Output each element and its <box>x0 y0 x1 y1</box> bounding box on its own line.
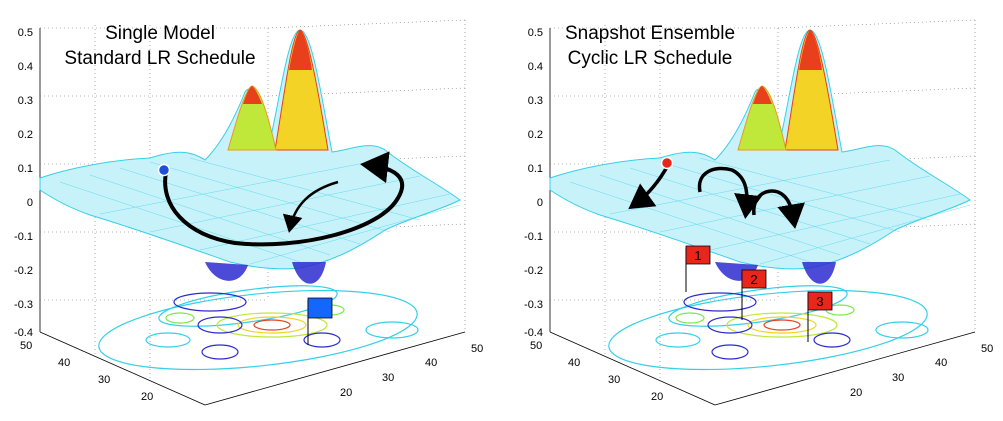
x-tick: 40 <box>568 357 580 369</box>
surface-peak-small-top <box>753 86 772 104</box>
z-tick: -0.3 <box>524 299 543 311</box>
z-tick: -0.4 <box>524 327 543 339</box>
snapshot-flag-1: 1 <box>685 245 711 292</box>
final-model-flag <box>307 297 333 345</box>
z-tick: -0.4 <box>14 327 33 339</box>
z-tick: 0.2 <box>528 129 543 141</box>
panel-snapshot-ensemble: 0.5 0.4 0.3 0.2 0.1 0 -0.1 -0.2 -0.3 -0.… <box>524 19 993 406</box>
snapshot-flag-label: 2 <box>750 272 757 287</box>
z-ticks-left: 0.5 0.4 0.3 0.2 0.1 0 -0.1 -0.2 -0.3 -0.… <box>14 27 33 339</box>
contour-plot-right <box>608 285 929 371</box>
floor-ticks-right: 50 40 30 20 50 40 30 20 <box>530 340 993 403</box>
surface-peak-small <box>227 85 277 151</box>
x-tick: 20 <box>141 391 153 403</box>
z-tick: 0.1 <box>18 163 33 175</box>
start-marker <box>660 156 674 170</box>
x-tick: 50 <box>530 340 542 352</box>
y-tick: 30 <box>892 372 904 384</box>
surface-peak-tall-top <box>289 30 312 70</box>
z-tick: -0.2 <box>14 265 33 277</box>
surface-peak-tall <box>784 29 839 151</box>
snapshot-flag-3: 3 <box>807 291 833 342</box>
panel-title-line2: Standard LR Schedule <box>64 48 255 69</box>
z-tick: -0.1 <box>14 231 33 243</box>
surface-valley-right <box>292 262 326 284</box>
trajectory-hop-2 <box>697 166 762 219</box>
trajectory-descent <box>282 180 339 233</box>
x-tick: 40 <box>58 357 70 369</box>
y-tick: 40 <box>425 357 437 369</box>
trajectory-hop-3 <box>752 189 805 229</box>
y-tick: 50 <box>471 343 483 355</box>
contour-plot-left <box>98 285 419 371</box>
trajectory-standard-lr <box>163 151 405 247</box>
y-tick: 40 <box>935 357 947 369</box>
panel-title-line2: Cyclic LR Schedule <box>568 48 733 69</box>
floor-ticks-left: 50 40 30 20 50 40 30 20 <box>20 340 483 403</box>
y-tick: 50 <box>981 343 993 355</box>
snapshot-flag-2: 2 <box>741 269 767 320</box>
x-tick: 50 <box>20 340 32 352</box>
surface-peak-small-top <box>243 86 262 104</box>
y-tick: 20 <box>340 387 352 399</box>
z-tick: 0.4 <box>18 61 33 73</box>
panel-title-line1: Snapshot Ensemble <box>565 23 735 44</box>
z-tick: 0.5 <box>18 27 33 39</box>
z-tick: 0.3 <box>528 95 543 107</box>
surface-peak-tall-top <box>799 30 822 70</box>
surface-valley-right <box>802 262 836 284</box>
surface-peak-tall <box>274 29 329 151</box>
z-tick: 0.2 <box>18 129 33 141</box>
z-tick: 0.5 <box>528 27 543 39</box>
y-tick: 20 <box>850 387 862 399</box>
panel-title-line1: Single Model <box>105 23 215 44</box>
z-tick: 0 <box>537 197 543 209</box>
x-tick: 30 <box>98 374 110 386</box>
z-ticks-right: 0.5 0.4 0.3 0.2 0.1 0 -0.1 -0.2 -0.3 -0.… <box>524 27 543 339</box>
z-tick: 0 <box>27 197 33 209</box>
loss-surface-left <box>39 29 461 284</box>
z-tick: 0.4 <box>528 61 543 73</box>
z-tick: 0.1 <box>528 163 543 175</box>
z-tick: 0.3 <box>18 95 33 107</box>
x-tick: 20 <box>651 391 663 403</box>
panel-single-model: 0.5 0.4 0.3 0.2 0.1 0 -0.1 -0.2 -0.3 -0.… <box>14 19 483 406</box>
snapshot-flag-label: 1 <box>694 248 701 263</box>
start-marker <box>157 163 171 177</box>
surface-valley-left <box>205 262 248 281</box>
z-tick: -0.2 <box>524 265 543 277</box>
surface-peak-small <box>737 85 787 151</box>
y-tick: 30 <box>382 372 394 384</box>
z-tick: -0.3 <box>14 299 33 311</box>
x-tick: 30 <box>608 374 620 386</box>
z-tick: -0.1 <box>524 231 543 243</box>
snapshot-flag-label: 3 <box>816 294 823 309</box>
